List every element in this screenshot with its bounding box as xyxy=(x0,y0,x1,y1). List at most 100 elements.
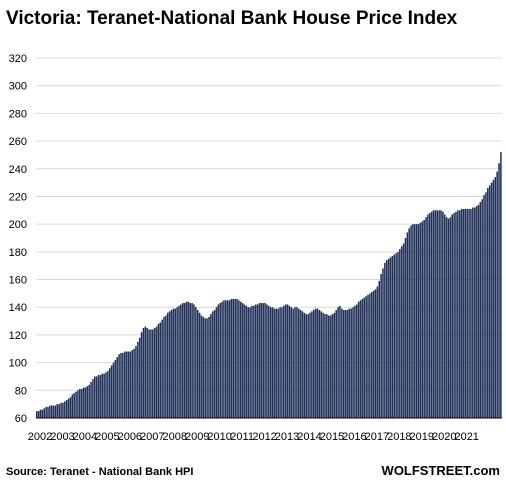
bar xyxy=(75,391,77,418)
bar xyxy=(221,301,223,418)
bar xyxy=(344,310,347,418)
bar xyxy=(79,388,81,418)
bar xyxy=(348,308,351,418)
bar xyxy=(181,303,184,418)
bar xyxy=(243,304,246,418)
bar xyxy=(333,312,336,418)
bar xyxy=(170,310,173,418)
y-tick-label: 60 xyxy=(15,413,27,425)
bar xyxy=(327,315,330,418)
bar xyxy=(52,405,55,418)
bar xyxy=(414,224,416,418)
bar xyxy=(103,373,105,418)
bar xyxy=(429,213,431,418)
bar xyxy=(82,387,85,418)
bar xyxy=(500,152,502,418)
bar xyxy=(56,404,59,418)
bar xyxy=(376,286,379,418)
bar xyxy=(260,303,263,418)
y-tick-label: 200 xyxy=(9,219,27,231)
bar xyxy=(365,296,367,418)
bar xyxy=(354,305,356,418)
bar xyxy=(341,308,343,418)
bar xyxy=(288,305,291,418)
bar xyxy=(125,351,128,418)
y-axis-ticks: 60 80 100 120 140 160 180 200 220 240 260 280 300 320 xyxy=(9,53,27,425)
bar xyxy=(90,382,92,418)
bar xyxy=(408,228,410,418)
bar xyxy=(337,307,339,418)
bar xyxy=(458,210,461,418)
bar xyxy=(397,251,399,418)
bar xyxy=(404,238,407,418)
bar xyxy=(105,372,107,418)
x-tick-label: 2008 xyxy=(163,431,187,443)
bar xyxy=(223,300,225,418)
bar xyxy=(97,375,100,418)
bar xyxy=(357,301,360,418)
bar xyxy=(372,290,375,418)
bar xyxy=(137,341,139,418)
bar xyxy=(153,328,156,418)
bar xyxy=(225,300,227,418)
bar xyxy=(80,388,83,418)
bar xyxy=(99,375,102,418)
x-tick-label: 2009 xyxy=(185,431,209,443)
y-tick-label: 120 xyxy=(9,330,27,342)
bar xyxy=(144,326,147,418)
bar xyxy=(423,220,425,418)
bar xyxy=(258,303,261,418)
y-tick-label: 140 xyxy=(9,302,27,314)
bar xyxy=(487,188,489,418)
bar xyxy=(363,297,366,418)
bar xyxy=(305,314,308,418)
bar xyxy=(54,405,57,418)
bar xyxy=(65,400,68,418)
bar xyxy=(356,304,358,418)
bar xyxy=(247,307,250,418)
bar xyxy=(352,307,354,418)
bar xyxy=(133,348,135,418)
bar xyxy=(342,310,345,418)
bar xyxy=(122,352,124,418)
bar xyxy=(266,304,268,418)
bar xyxy=(303,312,306,418)
bar xyxy=(232,298,235,418)
bar xyxy=(384,262,386,418)
bar xyxy=(120,352,122,418)
bar xyxy=(92,379,94,418)
bar xyxy=(198,312,201,418)
bar xyxy=(146,328,148,418)
bar xyxy=(412,224,414,418)
bar xyxy=(472,207,474,418)
bar xyxy=(415,224,418,418)
x-tick-label: 2004 xyxy=(73,431,97,443)
bar xyxy=(438,210,440,418)
bar xyxy=(339,305,341,418)
bar xyxy=(193,304,195,418)
bar xyxy=(277,308,279,418)
bar xyxy=(86,386,89,418)
bar xyxy=(163,316,165,418)
bar xyxy=(335,310,337,418)
y-tick-label: 300 xyxy=(9,81,27,93)
bar xyxy=(436,210,439,418)
bar xyxy=(462,208,465,418)
bar xyxy=(307,314,309,418)
bar xyxy=(239,301,242,418)
bar xyxy=(73,393,75,418)
bar xyxy=(299,310,302,418)
bar xyxy=(69,397,72,418)
bar xyxy=(294,307,296,418)
bar xyxy=(62,402,64,418)
bar xyxy=(371,292,373,418)
bar xyxy=(191,303,193,418)
bar xyxy=(217,304,220,418)
y-tick-label: 280 xyxy=(9,108,27,120)
bar xyxy=(318,310,321,418)
bar xyxy=(262,303,264,418)
bar xyxy=(425,217,427,418)
bar xyxy=(475,206,478,418)
bar xyxy=(211,311,214,418)
bar xyxy=(374,289,377,418)
